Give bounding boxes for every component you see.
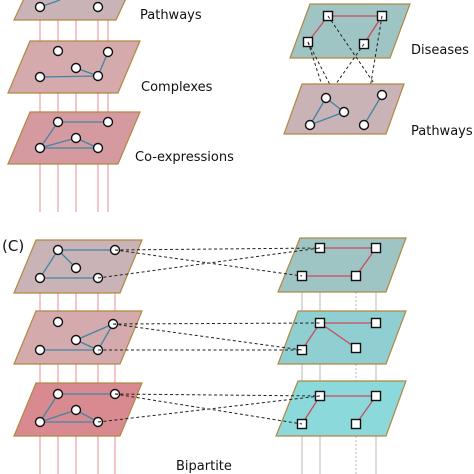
network-node	[314, 317, 326, 329]
network-node	[350, 270, 362, 282]
label-diseases: Diseases	[411, 43, 469, 58]
top-right-diseases-layer	[289, 3, 411, 59]
network-edge	[75, 323, 114, 341]
network-edge	[39, 409, 77, 423]
network-node	[70, 262, 82, 274]
network-edge	[319, 322, 357, 349]
network-node	[70, 132, 82, 144]
network-node	[70, 404, 82, 416]
interlayer-link	[112, 323, 303, 351]
top-left-complexes-layer	[7, 40, 141, 94]
interlayer-link	[363, 15, 383, 126]
network-node	[102, 116, 114, 128]
interlayer-link	[97, 247, 321, 279]
network-node	[92, 142, 104, 154]
interlayer-link	[327, 15, 383, 96]
network-node	[52, 388, 64, 400]
interlayer-link	[112, 322, 321, 325]
top-right-pathways-layer	[283, 83, 405, 135]
top-left-vertical-links	[39, 4, 109, 212]
network-node	[338, 106, 350, 118]
layer-plane	[289, 3, 411, 59]
network-node	[92, 1, 104, 13]
network-node	[52, 244, 64, 256]
bipartite-row-1	[13, 237, 407, 294]
network-node	[370, 317, 382, 329]
network-node	[52, 45, 64, 57]
network-edge	[39, 75, 99, 78]
interlayer-link	[114, 247, 321, 251]
network-edge	[39, 393, 59, 423]
network-node	[34, 1, 46, 13]
network-edge	[309, 111, 345, 126]
top-left-coexpressions-layer	[7, 111, 141, 165]
panel-label-c: (C)	[2, 237, 24, 255]
label-pathways-right: Pathways	[411, 124, 473, 139]
layer-plane	[13, 0, 126, 21]
interlayer-link	[307, 41, 327, 99]
network-node	[358, 119, 370, 131]
network-node	[34, 71, 46, 83]
layer-plane	[275, 380, 407, 437]
network-node	[52, 116, 64, 128]
interlayer-link	[114, 393, 303, 425]
bipartite-row-3	[13, 380, 407, 437]
network-node	[376, 89, 388, 101]
layer-plane	[277, 237, 407, 293]
top-left-pathways-layer	[13, 0, 126, 21]
network-node	[34, 416, 46, 428]
label-coexpressions: Co-expressions	[135, 150, 234, 165]
network-node	[370, 390, 382, 402]
network-edge	[39, 249, 59, 279]
network-node	[350, 342, 362, 354]
network-edge	[363, 94, 383, 126]
network-node	[34, 142, 46, 154]
interlayer-link	[307, 41, 345, 113]
bipartite-row-2	[13, 310, 407, 365]
network-node	[320, 92, 332, 104]
network-node	[34, 272, 46, 284]
label-pathways: Pathways	[140, 8, 202, 23]
network-node	[370, 242, 382, 254]
network-edge	[309, 97, 327, 126]
network-node	[34, 344, 46, 356]
interlayer-link	[114, 393, 321, 397]
network-edge	[39, 121, 59, 149]
network-node	[70, 334, 82, 346]
network-node	[304, 119, 316, 131]
label-bipartite: Bipartite	[176, 459, 232, 474]
network-node	[92, 70, 104, 82]
network-node	[350, 418, 362, 430]
network-node	[102, 46, 114, 58]
network-node	[70, 62, 82, 74]
network-node	[52, 316, 64, 328]
label-complexes: Complexes	[141, 80, 213, 95]
network-edge	[39, 137, 77, 149]
